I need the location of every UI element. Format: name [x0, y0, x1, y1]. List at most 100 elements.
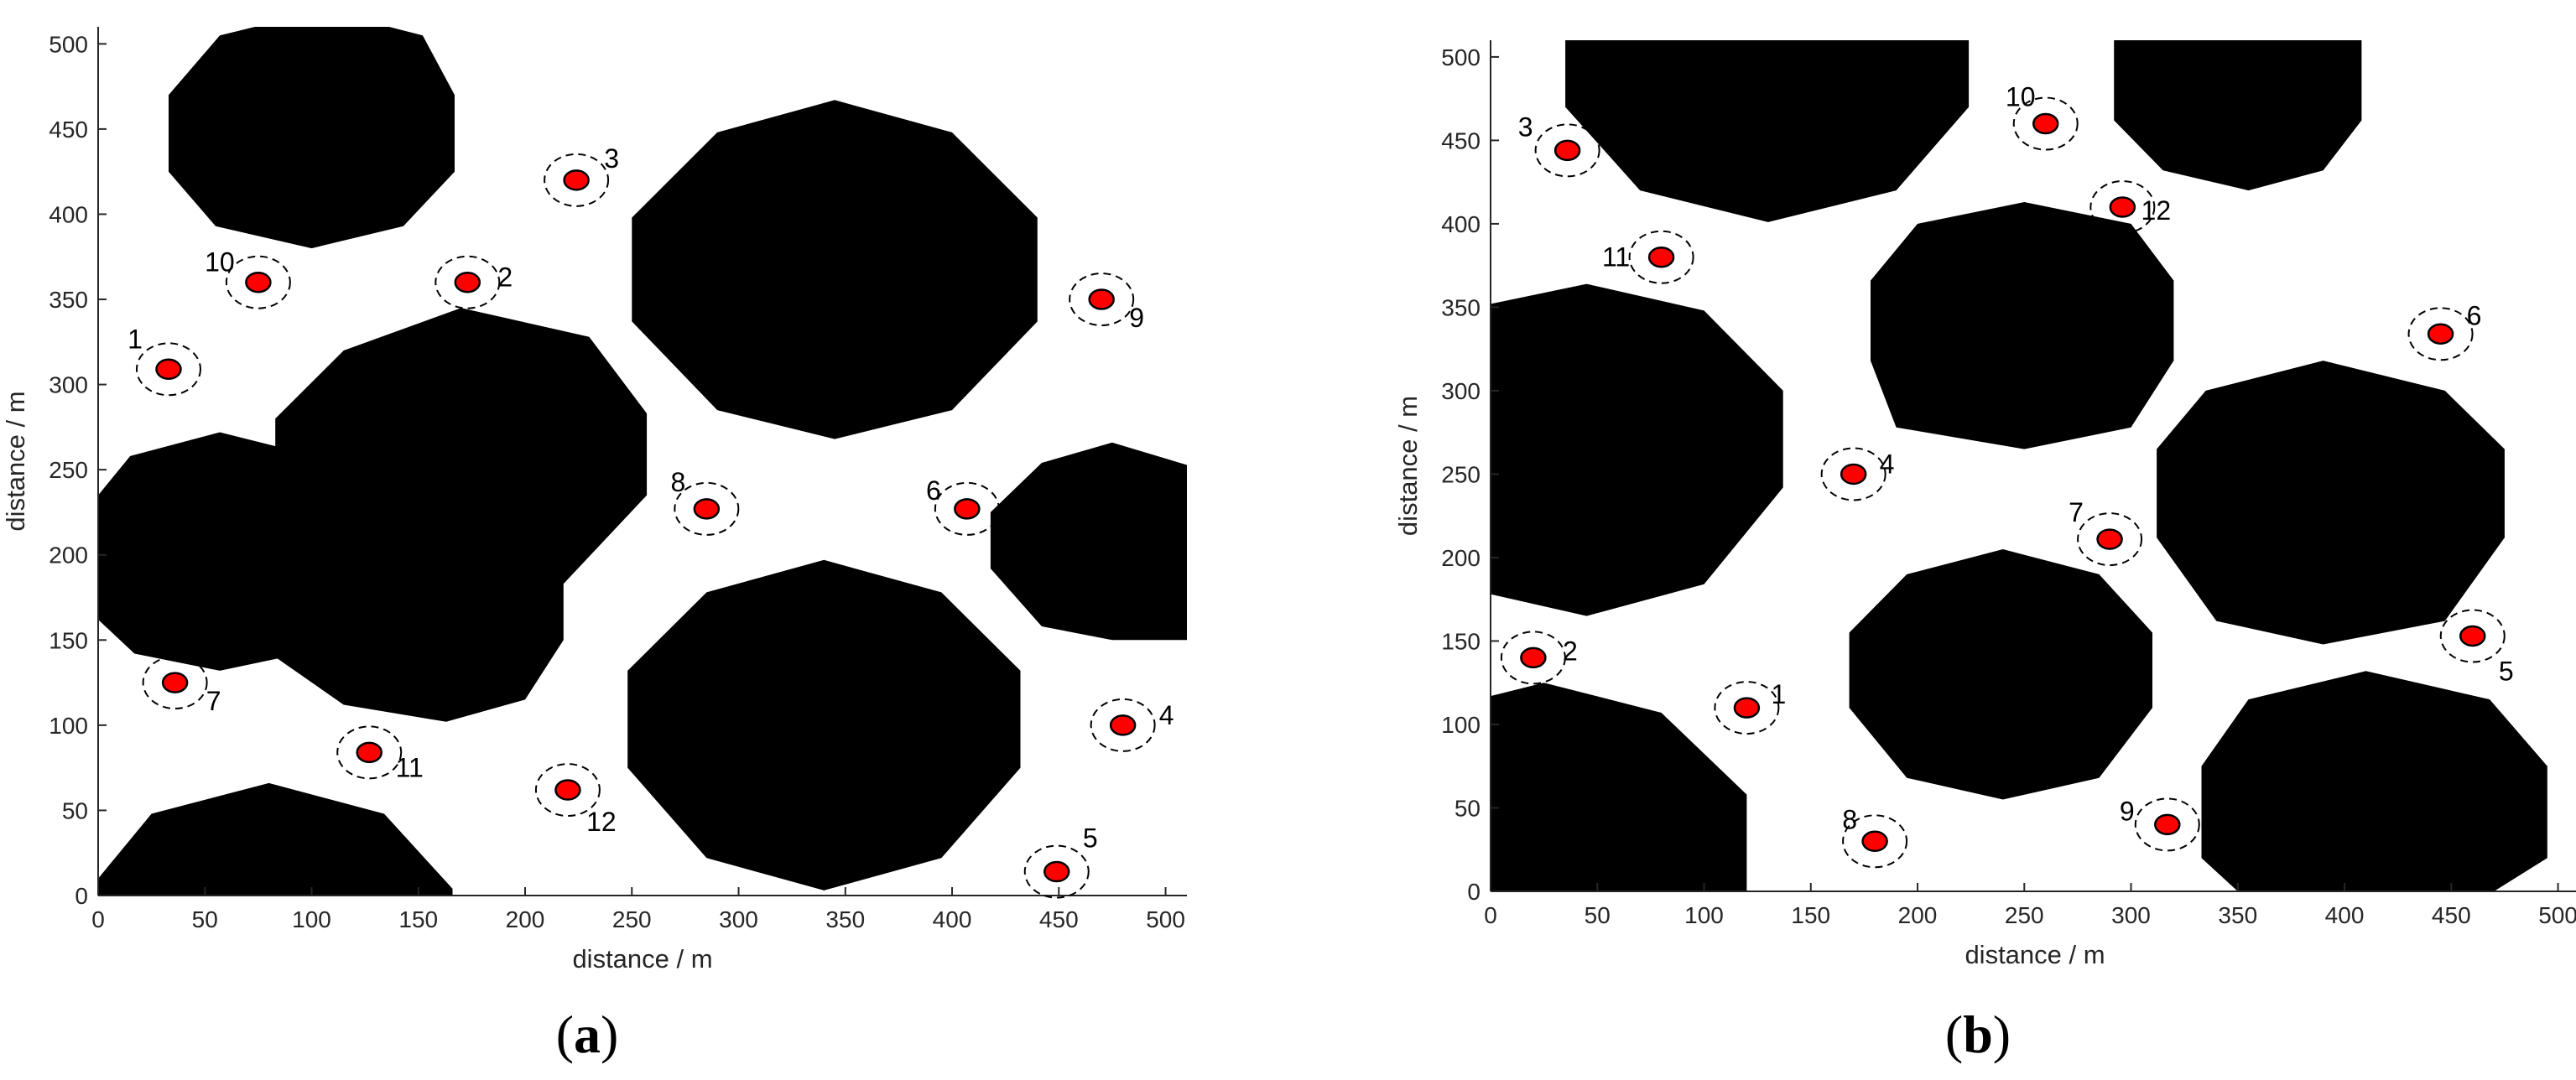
- obstacle-1: [1565, 40, 1970, 222]
- coverage-ring: [336, 725, 403, 780]
- x-tick-label: 100: [1684, 902, 1724, 928]
- coverage-ring: [674, 481, 740, 536]
- sensor-node-2: 2: [1500, 631, 1578, 685]
- node-marker: [1733, 697, 1761, 719]
- node-label: 9: [2120, 796, 2135, 826]
- node-marker: [356, 741, 382, 764]
- node-marker: [693, 498, 721, 520]
- sensor-node-8: 8: [1842, 804, 1908, 869]
- x-axis-label: distance / m: [572, 944, 712, 974]
- obstacle-7: [98, 782, 453, 896]
- sensor-node-8: 8: [670, 467, 740, 536]
- y-tick-label: 0: [75, 883, 88, 909]
- node-marker: [2427, 323, 2454, 345]
- y-tick-label: 250: [49, 457, 88, 483]
- sensor-node-4: 4: [1820, 447, 1895, 501]
- node-label: 3: [1518, 112, 1533, 142]
- panel-label: (a): [556, 1005, 619, 1064]
- node-label: 4: [1880, 449, 1895, 479]
- x-tick-label: 450: [1039, 906, 1079, 932]
- x-tick-label: 100: [292, 906, 331, 932]
- node-label: 12: [586, 807, 617, 837]
- node-marker: [1109, 714, 1137, 736]
- node-marker: [1088, 288, 1115, 310]
- panel-paren: ): [601, 1005, 618, 1064]
- node-label: 8: [1842, 804, 1857, 834]
- coverage-ring: [1534, 123, 1600, 178]
- y-tick-label: 350: [49, 287, 88, 313]
- y-tick-label: 400: [1441, 211, 1481, 237]
- coverage-ring: [2407, 307, 2474, 361]
- y-tick-label: 200: [49, 543, 88, 569]
- node-marker: [1043, 860, 1070, 883]
- x-tick-label: 50: [192, 906, 218, 932]
- node-label: 6: [2467, 300, 2482, 330]
- x-tick-label: 250: [612, 906, 652, 932]
- sensor-node-6: 6: [926, 475, 1000, 536]
- coverage-ring: [135, 342, 201, 397]
- obstacle-3: [275, 308, 648, 722]
- sensor-node-12: 12: [2089, 180, 2171, 235]
- x-tick-label: 350: [2218, 902, 2257, 928]
- sensor-node-3: 3: [1518, 112, 1600, 178]
- obstacle-6: [990, 442, 1187, 641]
- node-marker: [161, 672, 189, 693]
- coverage-ring: [934, 481, 1000, 536]
- node-label: 5: [2499, 657, 2514, 687]
- x-tick-label: 350: [825, 906, 865, 932]
- obstacle-3: [1871, 202, 2174, 449]
- node-label: 7: [2069, 497, 2084, 527]
- coverage-ring: [1820, 447, 1886, 501]
- y-tick-label: 500: [49, 31, 88, 57]
- y-tick-label: 100: [1441, 712, 1481, 738]
- sensor-node-5: 5: [2439, 609, 2514, 687]
- node-marker: [554, 779, 581, 801]
- sensor-node-2: 2: [435, 255, 513, 309]
- sensor-node-5: 5: [1023, 823, 1098, 899]
- y-axis-label: distance / m: [1, 391, 30, 531]
- panel-label: (b): [1945, 1005, 2011, 1064]
- node-marker: [2154, 813, 2181, 836]
- sensor-node-7: 7: [2069, 497, 2143, 567]
- x-axis-label: distance / m: [1965, 940, 2105, 969]
- sensor-node-11: 11: [336, 725, 424, 782]
- x-tick-label: 400: [933, 906, 972, 932]
- node-label: 5: [1083, 823, 1098, 854]
- y-tick-label: 150: [49, 627, 88, 653]
- sensor-node-3: 3: [544, 143, 619, 207]
- y-tick-label: 250: [1441, 461, 1481, 487]
- y-tick-label: 300: [49, 372, 88, 398]
- panel-letter: b: [1963, 1005, 1993, 1064]
- y-tick-label: 100: [49, 713, 88, 739]
- sensor-node-1: 1: [1714, 679, 1786, 735]
- node-marker: [245, 271, 272, 293]
- obstacle-7: [1491, 683, 1747, 891]
- coverage-ring: [544, 153, 610, 207]
- node-marker: [2096, 528, 2123, 550]
- y-tick-label: 400: [49, 201, 88, 227]
- x-tick-label: 150: [1791, 902, 1830, 928]
- node-label: 10: [2006, 82, 2036, 112]
- x-tick-label: 500: [1146, 906, 1185, 932]
- x-tick-label: 200: [506, 906, 545, 932]
- sensor-node-7: 7: [142, 656, 221, 716]
- y-tick-label: 300: [1441, 378, 1481, 404]
- obstacle-4: [98, 432, 338, 671]
- node-marker: [2459, 625, 2486, 647]
- node-label: 8: [670, 467, 685, 497]
- x-tick-label: 0: [91, 906, 105, 932]
- obstacle-5: [627, 559, 1021, 890]
- x-tick-label: 400: [2325, 902, 2365, 928]
- y-tick-label: 50: [1455, 795, 1481, 821]
- node-label: 2: [497, 262, 513, 293]
- node-marker: [454, 271, 481, 293]
- obstacles-group: [1491, 40, 2547, 891]
- sensor-node-12: 12: [534, 763, 617, 837]
- node-marker: [155, 358, 182, 381]
- coverage-ring: [2077, 512, 2143, 567]
- coverage-ring: [1842, 814, 1908, 869]
- obstacle-2: [632, 100, 1038, 439]
- node-marker: [1840, 463, 1867, 485]
- node-label: 11: [1602, 242, 1630, 273]
- coverage-ring: [2012, 96, 2079, 151]
